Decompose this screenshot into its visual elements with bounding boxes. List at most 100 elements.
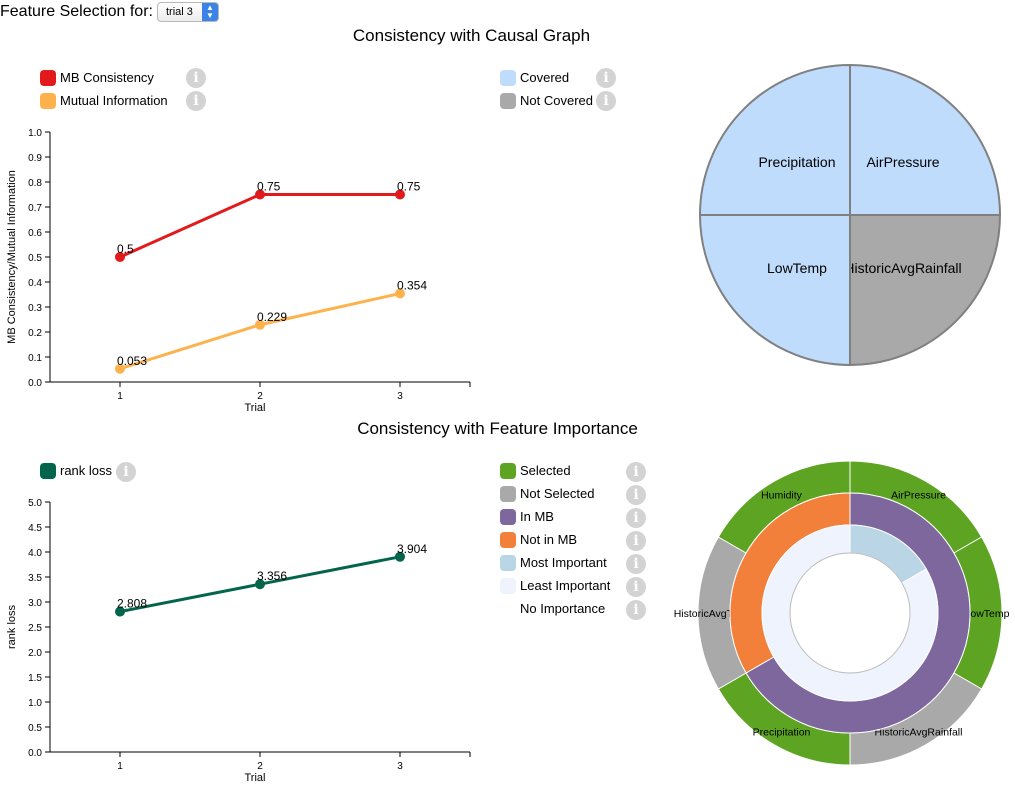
data-point <box>395 288 405 299</box>
data-point <box>395 189 405 200</box>
causal-coverage-pie-chart: AirPressure HistoricAvgRainfall LowTemp Pre… <box>698 63 1002 367</box>
legend-swatch <box>500 601 516 617</box>
legend-swatch <box>40 463 56 479</box>
legend-swatch <box>500 532 516 548</box>
trial-select-value: trial 3 <box>166 6 193 18</box>
data-label: 0.75 <box>257 180 281 194</box>
data-label: 0.354 <box>397 279 427 293</box>
y-tick-label: 2.0 <box>28 648 42 659</box>
outer-ring-segment-label: HistoricAvgRainfall <box>875 727 963 739</box>
data-label: 2.808 <box>117 597 147 611</box>
legend-label: Not in MB <box>520 532 578 547</box>
y-tick-label: 0.3 <box>28 303 42 314</box>
y-tick-label: 0.0 <box>28 748 42 759</box>
x-tick-label: 2 <box>257 761 263 772</box>
not-covered-info-icon[interactable]: i <box>596 91 616 111</box>
x-axis-label: Trial <box>245 402 266 414</box>
not-selected-info-icon[interactable]: i <box>626 485 646 505</box>
causal-graph-title: Consistency with Causal Graph <box>352 26 591 45</box>
data-point <box>395 551 405 562</box>
y-tick-label: 3.0 <box>28 598 42 609</box>
rank-loss-line-chart: 0.0 0.5 1.0 1.5 2.0 2.5 3.0 3.5 4.0 4.5 5.0 1 2 3 Tria… <box>6 498 471 784</box>
legend-label: Not Covered <box>520 93 593 108</box>
data-point <box>115 363 125 374</box>
legend-swatch <box>500 555 516 571</box>
y-tick-label: 1.0 <box>28 698 42 709</box>
data-label: 3.356 <box>257 569 287 583</box>
no-importance-info-icon[interactable]: i <box>626 600 646 620</box>
y-tick-label: 0.5 <box>28 253 42 264</box>
legend-swatch <box>500 578 516 594</box>
feature-importance-title: Consistency with Feature Importance <box>357 419 638 438</box>
y-axis-label: rank loss <box>6 604 18 649</box>
y-tick-label: 1.5 <box>28 673 42 684</box>
series-line <box>119 292 401 371</box>
pie-slice <box>698 214 851 367</box>
legend-label: In MB <box>520 509 554 524</box>
y-tick-label: 5.0 <box>28 498 42 509</box>
legend-swatch <box>500 93 516 109</box>
legend-label: Least Important <box>520 578 611 593</box>
in-mb-info-icon[interactable]: i <box>626 508 646 528</box>
most-important-info-icon[interactable]: i <box>626 554 646 574</box>
trial-select[interactable]: trial 3 ▲ ▼ <box>157 2 219 22</box>
x-tick-label: 2 <box>257 391 263 402</box>
y-tick-label: 0.7 <box>28 203 42 214</box>
series-line <box>119 193 400 259</box>
y-tick-label: 0.8 <box>28 178 42 189</box>
data-label: 0.5 <box>117 242 134 256</box>
rank-loss-info-icon[interactable]: i <box>116 462 136 482</box>
data-point <box>255 319 265 330</box>
data-label: 3.904 <box>397 542 427 556</box>
mutual-information-info-icon[interactable]: i <box>186 91 206 111</box>
data-label: 0.229 <box>257 310 287 324</box>
not-in-mb-info-icon[interactable]: i <box>626 531 646 551</box>
y-tick-label: 4.0 <box>28 548 42 559</box>
mb-consistency-info-icon[interactable]: i <box>186 68 206 88</box>
y-tick-label: 1.0 <box>28 128 42 139</box>
legend-swatch <box>40 70 56 86</box>
sunburst-center <box>789 552 911 674</box>
legend-label: Covered <box>520 70 570 85</box>
legend-swatch <box>500 70 516 86</box>
outer-ring-segment-label: AirPressure <box>891 489 946 501</box>
y-tick-label: 4.5 <box>28 523 42 534</box>
select-arrows-icon: ▲ ▼ <box>202 3 218 21</box>
pie-slice-label: LowTemp <box>767 260 827 276</box>
legend-label: Most Important <box>520 555 607 570</box>
data-label: 0.75 <box>397 180 421 194</box>
y-tick-label: 0.5 <box>28 723 42 734</box>
legend-swatch <box>500 486 516 502</box>
y-tick-label: 0.2 <box>28 328 42 339</box>
pie-slice-label: Precipitation <box>758 154 835 170</box>
legend-swatch <box>500 463 516 479</box>
data-point <box>255 189 265 200</box>
least-important-info-icon[interactable]: i <box>626 577 646 597</box>
outer-ring-segment-label: Precipitation <box>753 727 811 739</box>
selected-info-icon[interactable]: i <box>626 462 646 482</box>
y-tick-label: 0.4 <box>28 278 42 289</box>
y-tick-label: 3.5 <box>28 573 42 584</box>
y-tick-label: 0.0 <box>28 378 42 389</box>
x-tick-label: 3 <box>397 391 403 402</box>
legend-swatch <box>500 509 516 525</box>
y-tick-label: 0.1 <box>28 353 42 364</box>
x-tick-label: 1 <box>117 391 123 402</box>
data-label: 0.053 <box>117 354 147 368</box>
legend-label: Mutual Information <box>60 93 168 108</box>
y-tick-label: 2.5 <box>28 623 42 634</box>
pie-slice <box>849 214 1002 367</box>
pie-slice-label: AirPressure <box>866 154 939 170</box>
data-point <box>115 252 125 262</box>
data-point <box>255 579 265 590</box>
covered-info-icon[interactable]: i <box>596 68 616 88</box>
legend-label: No Importance <box>520 601 606 616</box>
x-axis-label: Trial <box>245 772 266 784</box>
pie-slice-label: HistoricAvgRainfall <box>844 260 961 276</box>
y-axis-label: MB Consistency/Mutual Information <box>6 170 18 344</box>
legend-label: rank loss <box>60 463 113 478</box>
legend-label: Not Selected <box>520 486 595 501</box>
x-tick-label: 1 <box>117 761 123 772</box>
legend-swatch <box>40 93 56 109</box>
pie-slice <box>849 63 1002 216</box>
